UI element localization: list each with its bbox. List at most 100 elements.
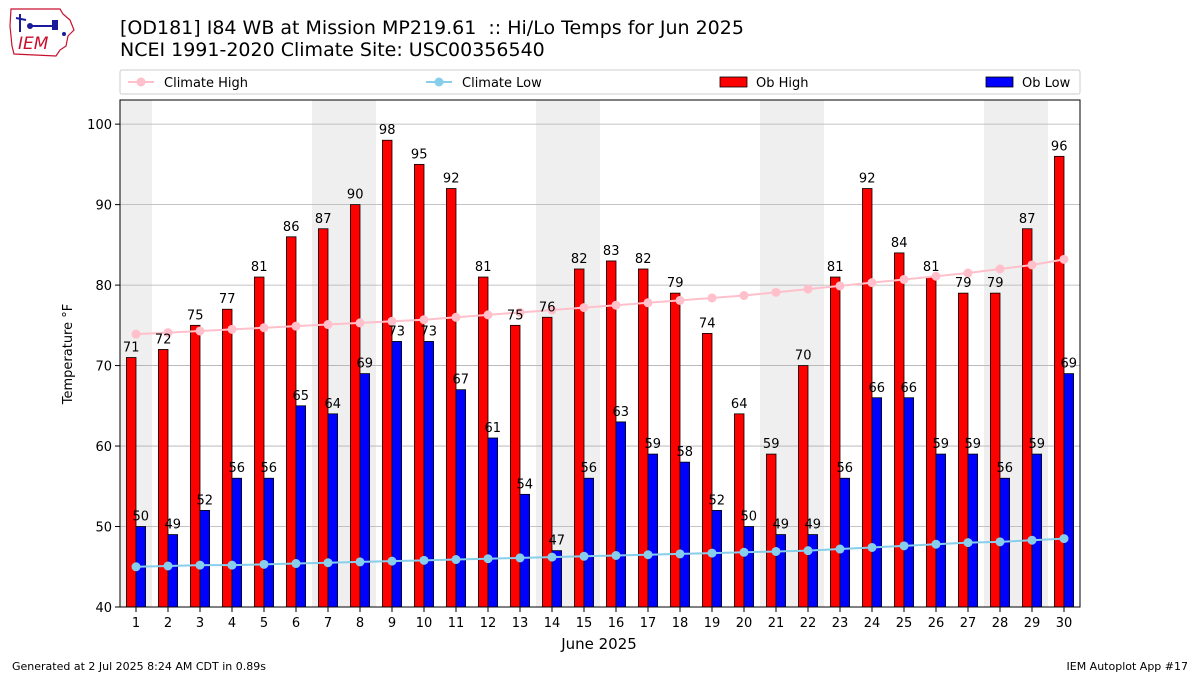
climate-high-point-1 xyxy=(131,329,141,339)
title-line-1: [OD181] I84 WB at Mission MP219.61 :: Hi… xyxy=(120,17,744,39)
ob-low-bar-16 xyxy=(615,421,627,608)
ob-high-label-26: 81 xyxy=(923,260,940,275)
iem-logo-text: IEM xyxy=(18,34,49,54)
ob-low-label-2: 49 xyxy=(165,518,182,533)
ob-high-bar-11 xyxy=(445,188,457,608)
ob-low-label-22: 49 xyxy=(805,518,822,533)
climate-high-point-22 xyxy=(803,284,813,294)
x-tick-label-8: 8 xyxy=(356,616,364,631)
bars xyxy=(126,139,1075,608)
x-tick-label-26: 26 xyxy=(928,616,945,631)
x-tick-label-12: 12 xyxy=(480,616,497,631)
iem-logo-graphic: IEM xyxy=(9,8,75,57)
ob-low-bar-26 xyxy=(935,453,947,608)
y-tick-label-50: 50 xyxy=(95,521,112,536)
climate-high-point-19 xyxy=(707,293,717,303)
climate-high-point-13 xyxy=(515,307,525,317)
ob-high-label-11: 92 xyxy=(443,172,460,187)
climate-high-point-7 xyxy=(323,320,333,330)
climate-high-point-10 xyxy=(419,315,429,325)
climate-high-point-3 xyxy=(195,326,205,336)
legend-ob-low-swatch xyxy=(985,76,1014,88)
climate-low-point-9 xyxy=(387,556,397,566)
ob-low-label-11: 67 xyxy=(453,373,470,388)
x-tick-label-15: 15 xyxy=(576,616,593,631)
ob-high-label-6: 86 xyxy=(283,220,300,235)
ob-low-bar-4 xyxy=(231,477,243,608)
ob-high-label-19: 74 xyxy=(699,316,716,331)
x-tick-label-20: 20 xyxy=(736,616,753,631)
ob-high-label-12: 81 xyxy=(475,260,492,275)
y-tick-label-100: 100 xyxy=(87,118,112,133)
climate-low-point-4 xyxy=(227,560,237,570)
climate-low-point-22 xyxy=(803,546,813,556)
ob-low-bar-21 xyxy=(775,534,787,608)
x-tick-label-29: 29 xyxy=(1024,616,1041,631)
ob-low-bar-10 xyxy=(423,341,435,608)
ob-low-label-19: 52 xyxy=(709,493,726,508)
x-tick-label-18: 18 xyxy=(672,616,689,631)
legend-climate-high-label: Climate High xyxy=(164,76,248,91)
x-tick-label-3: 3 xyxy=(196,616,204,631)
ob-high-label-22: 70 xyxy=(795,349,812,364)
x-tick-label-17: 17 xyxy=(640,616,657,631)
x-tick-label-4: 4 xyxy=(228,616,236,631)
ob-low-label-12: 61 xyxy=(485,421,502,436)
climate-high-point-28 xyxy=(995,264,1005,274)
climate-high-point-21 xyxy=(771,287,781,297)
ob-low-bar-5 xyxy=(263,477,275,608)
climate-high-line xyxy=(135,258,1065,336)
ob-low-label-15: 56 xyxy=(581,461,598,476)
legend-climate-low-swatch-marker xyxy=(434,77,444,87)
ob-low-label-3: 52 xyxy=(197,493,214,508)
climate-low-point-15 xyxy=(579,551,589,561)
legend-climate-low-label: Climate Low xyxy=(462,76,542,91)
ob-low-bar-29 xyxy=(1031,453,1043,608)
ob-high-label-9: 98 xyxy=(379,123,396,138)
climate-low-point-25 xyxy=(899,541,909,551)
ob-high-label-15: 82 xyxy=(571,252,588,267)
ob-high-bar-29 xyxy=(1022,228,1033,608)
x-tick-label-6: 6 xyxy=(292,616,300,631)
x-tick-label-25: 25 xyxy=(896,616,913,631)
ob-high-label-1: 71 xyxy=(123,341,140,356)
climate-low-point-13 xyxy=(515,553,525,563)
y-tick-label-80: 80 xyxy=(95,279,112,294)
climate-high-point-9 xyxy=(387,316,397,326)
climate-low-point-26 xyxy=(931,539,941,549)
climate-low-point-6 xyxy=(291,559,301,569)
x-axis-label: June 2025 xyxy=(560,635,637,653)
ob-high-label-20: 64 xyxy=(731,397,748,412)
ob-low-label-28: 56 xyxy=(997,461,1014,476)
ob-high-label-24: 92 xyxy=(859,172,876,187)
climate-low-point-1 xyxy=(131,562,141,572)
ob-low-label-30: 69 xyxy=(1061,357,1078,372)
ob-low-bar-25 xyxy=(903,397,915,608)
ob-low-bar-19 xyxy=(711,510,723,608)
legend-climate-high-swatch-marker xyxy=(136,77,146,87)
climate-high-point-12 xyxy=(483,310,493,320)
climate-low-point-27 xyxy=(963,538,973,548)
climate-high-point-4 xyxy=(227,324,237,334)
x-tick-label-28: 28 xyxy=(992,616,1009,631)
climate-high-point-18 xyxy=(675,295,685,305)
y-gridlines xyxy=(120,123,1080,527)
climate-high-point-26 xyxy=(931,271,941,281)
ob-low-bar-9 xyxy=(391,341,403,608)
ob-high-label-30: 96 xyxy=(1051,139,1068,154)
plot-frame xyxy=(119,99,1081,608)
climate-low-point-11 xyxy=(451,555,461,565)
ob-high-label-8: 90 xyxy=(347,188,364,203)
x-tick-label-13: 13 xyxy=(512,616,529,631)
climate-low-point-29 xyxy=(1027,535,1037,545)
ob-low-label-29: 59 xyxy=(1029,437,1046,452)
ob-high-bar-25 xyxy=(894,252,905,608)
ob-high-bar-28 xyxy=(990,292,1001,608)
climate-low-point-3 xyxy=(195,560,205,570)
ob-high-bar-8 xyxy=(349,204,361,608)
ob-low-bar-22 xyxy=(807,534,819,608)
app-footer: IEM Autoplot App #17 xyxy=(1066,660,1189,673)
climate-lines xyxy=(131,254,1069,572)
climate-low-point-5 xyxy=(259,559,269,569)
